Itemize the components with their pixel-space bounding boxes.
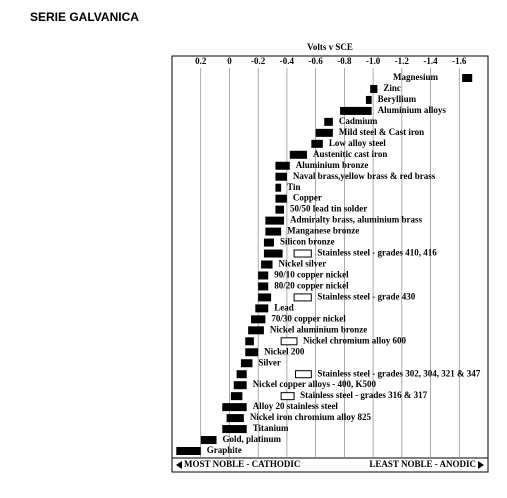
material-label: Admiralty brass, aluminium brass bbox=[290, 215, 423, 225]
material-label: Gold, platinum bbox=[223, 434, 282, 444]
material-label: Lead bbox=[274, 302, 294, 312]
material-label: Stainless steel - grade 430 bbox=[317, 291, 415, 301]
bar bbox=[275, 205, 285, 214]
bar bbox=[275, 194, 287, 203]
bar bbox=[226, 414, 244, 423]
material-label: Nickel chromium alloy 600 bbox=[303, 335, 407, 345]
x-tick-label: 0.2 bbox=[195, 56, 207, 66]
material-label: 70/30 copper nickel bbox=[271, 313, 346, 323]
material-label: Graphite bbox=[207, 445, 242, 455]
bar bbox=[240, 359, 253, 368]
material-label: Stainless steel - grades 410, 416 bbox=[317, 248, 437, 258]
bar bbox=[263, 249, 283, 258]
bar bbox=[251, 315, 266, 324]
material-label: 50/50 lead tin solder bbox=[290, 204, 367, 214]
x-tick-label: -1.6 bbox=[452, 56, 467, 66]
bar bbox=[370, 84, 378, 93]
chart-title: SERIE GALVANICA bbox=[30, 10, 139, 24]
footer-right: LEAST NOBLE - ANODIC bbox=[369, 459, 476, 469]
bar bbox=[222, 403, 247, 412]
x-tick-label: -0.8 bbox=[337, 56, 352, 66]
x-tick-label: -1.4 bbox=[423, 56, 438, 66]
bar bbox=[255, 304, 269, 313]
material-label: Nickel silver bbox=[279, 259, 327, 269]
material-label: Alloy 20 stainless steel bbox=[253, 401, 339, 411]
material-label: Nickel iron chromium alloy 825 bbox=[250, 412, 372, 422]
bar bbox=[324, 117, 333, 126]
bar bbox=[245, 337, 254, 346]
bar bbox=[245, 348, 259, 357]
material-label: Silicon bronze bbox=[280, 237, 335, 247]
right-arrow bbox=[478, 461, 484, 469]
bar bbox=[340, 106, 372, 115]
material-label: Nickel 200 bbox=[264, 346, 305, 356]
plot-frame bbox=[171, 55, 489, 473]
x-tick-label: 0 bbox=[227, 56, 232, 66]
bar bbox=[258, 282, 269, 291]
x-tick-label: -0.6 bbox=[309, 56, 324, 66]
bar bbox=[200, 436, 217, 445]
material-label: Mild steel & Cast iron bbox=[339, 127, 424, 137]
bar bbox=[265, 216, 285, 225]
material-label: Cadmium bbox=[339, 116, 378, 126]
material-label: Manganese bronze bbox=[287, 226, 359, 236]
bar bbox=[311, 139, 323, 148]
material-label: Tin bbox=[287, 182, 300, 192]
material-label: Beryllium bbox=[378, 94, 417, 104]
bar bbox=[230, 392, 243, 401]
footer-left: MOST NOBLE - CATHODIC bbox=[184, 459, 300, 469]
material-label: Stainless steel - grades 316 & 317 bbox=[300, 390, 427, 400]
bar bbox=[258, 293, 272, 302]
bar bbox=[236, 370, 247, 379]
bar bbox=[365, 95, 372, 104]
material-label: Naval brass,yellow brass & red brass bbox=[293, 171, 436, 181]
material-label: Copper bbox=[293, 193, 322, 203]
material-label: Nickel aluminium bronze bbox=[270, 324, 367, 334]
material-label: Nickel copper alloys - 400, K500 bbox=[253, 379, 377, 389]
material-label: Zinc bbox=[383, 83, 401, 93]
bar bbox=[261, 260, 273, 269]
bar bbox=[248, 326, 264, 335]
material-label: Low alloy steel bbox=[329, 138, 386, 148]
bar bbox=[275, 183, 282, 192]
bar bbox=[462, 74, 473, 82]
active-bar bbox=[295, 370, 312, 379]
material-label: Silver bbox=[258, 357, 281, 367]
x-tick-label: -1.2 bbox=[395, 56, 410, 66]
material-label: Aluminium bronze bbox=[296, 160, 369, 170]
bar bbox=[176, 447, 201, 455]
material-label: 90/10 copper nickel bbox=[274, 270, 349, 280]
bar bbox=[222, 425, 247, 434]
material-label: Austenitic cast iron bbox=[313, 149, 387, 159]
bar bbox=[275, 172, 287, 181]
bar bbox=[265, 227, 282, 236]
bar bbox=[315, 128, 333, 137]
bar bbox=[289, 150, 308, 159]
active-bar bbox=[280, 337, 298, 346]
material-label: Titanium bbox=[253, 423, 289, 433]
active-bar bbox=[293, 293, 312, 302]
material-label: 80/20 copper nickel bbox=[274, 281, 349, 291]
x-axis-label: Volts v SCE bbox=[307, 42, 353, 52]
bar bbox=[233, 381, 247, 390]
x-tick-label: -1.0 bbox=[366, 56, 381, 66]
bar bbox=[258, 271, 269, 280]
material-label: Stainless steel - grades 302, 304, 321 &… bbox=[317, 368, 480, 378]
bar bbox=[263, 238, 274, 247]
x-tick-label: -0.4 bbox=[280, 56, 295, 66]
bar bbox=[275, 161, 290, 170]
x-tick-label: -0.2 bbox=[251, 56, 266, 66]
material-label: Aluminium alloys bbox=[378, 105, 447, 115]
active-bar bbox=[293, 249, 312, 258]
material-label: Magnesium bbox=[393, 72, 439, 82]
active-bar bbox=[280, 392, 295, 401]
left-arrow bbox=[176, 461, 182, 469]
